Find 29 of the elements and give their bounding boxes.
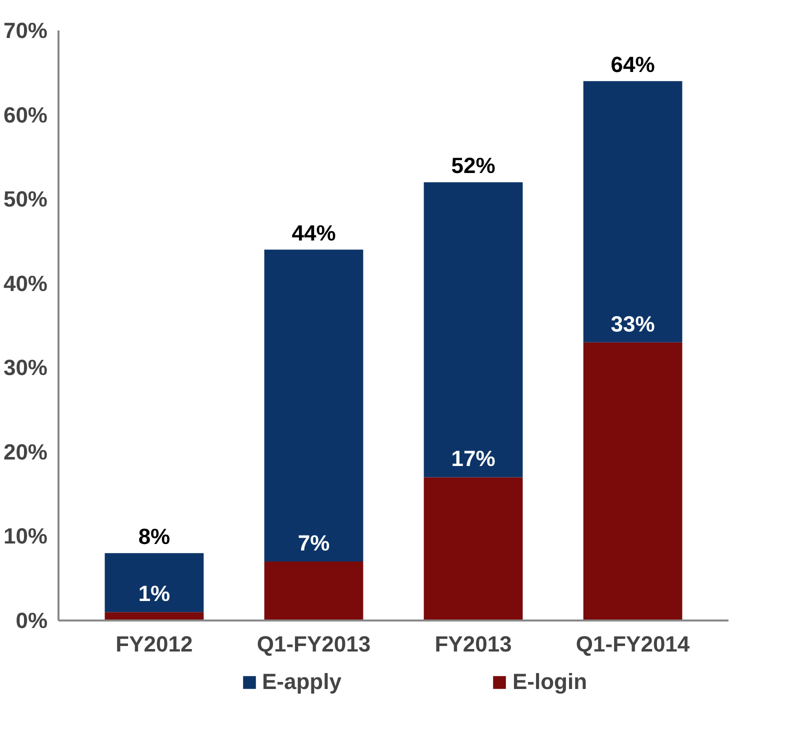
legend-label: E-apply [262,668,342,694]
x-tick-label: FY2013 [434,632,512,656]
bar [424,182,523,478]
total-label: 64% [610,52,655,78]
bar [264,562,364,620]
bar [264,250,364,562]
x-tick-label: Q1-FY2014 [576,632,690,656]
data-label: 17% [451,446,496,472]
bar [583,342,682,620]
total-label: 8% [138,524,170,550]
y-tick-label: 0% [16,608,48,633]
data-label: 7% [298,530,330,556]
data-label: 1% [138,581,170,606]
total-label: 44% [292,220,336,246]
y-tick-label: 40% [3,270,48,296]
legend-label: E-login [512,668,588,694]
bar [583,81,682,342]
total-label: 52% [451,153,496,178]
data-label: 33% [610,311,655,336]
x-tick-label: Q1-FY2013 [256,632,371,656]
y-tick-label: 50% [3,186,48,212]
y-tick-label: 70% [3,18,48,43]
bar [424,477,523,620]
y-tick-label: 20% [3,439,48,464]
bar [104,553,204,612]
y-tick-label: 60% [3,102,48,128]
x-tick-label: FY2012 [116,632,193,656]
y-tick-label: 30% [3,355,48,380]
y-tick-label: 10% [3,524,48,549]
